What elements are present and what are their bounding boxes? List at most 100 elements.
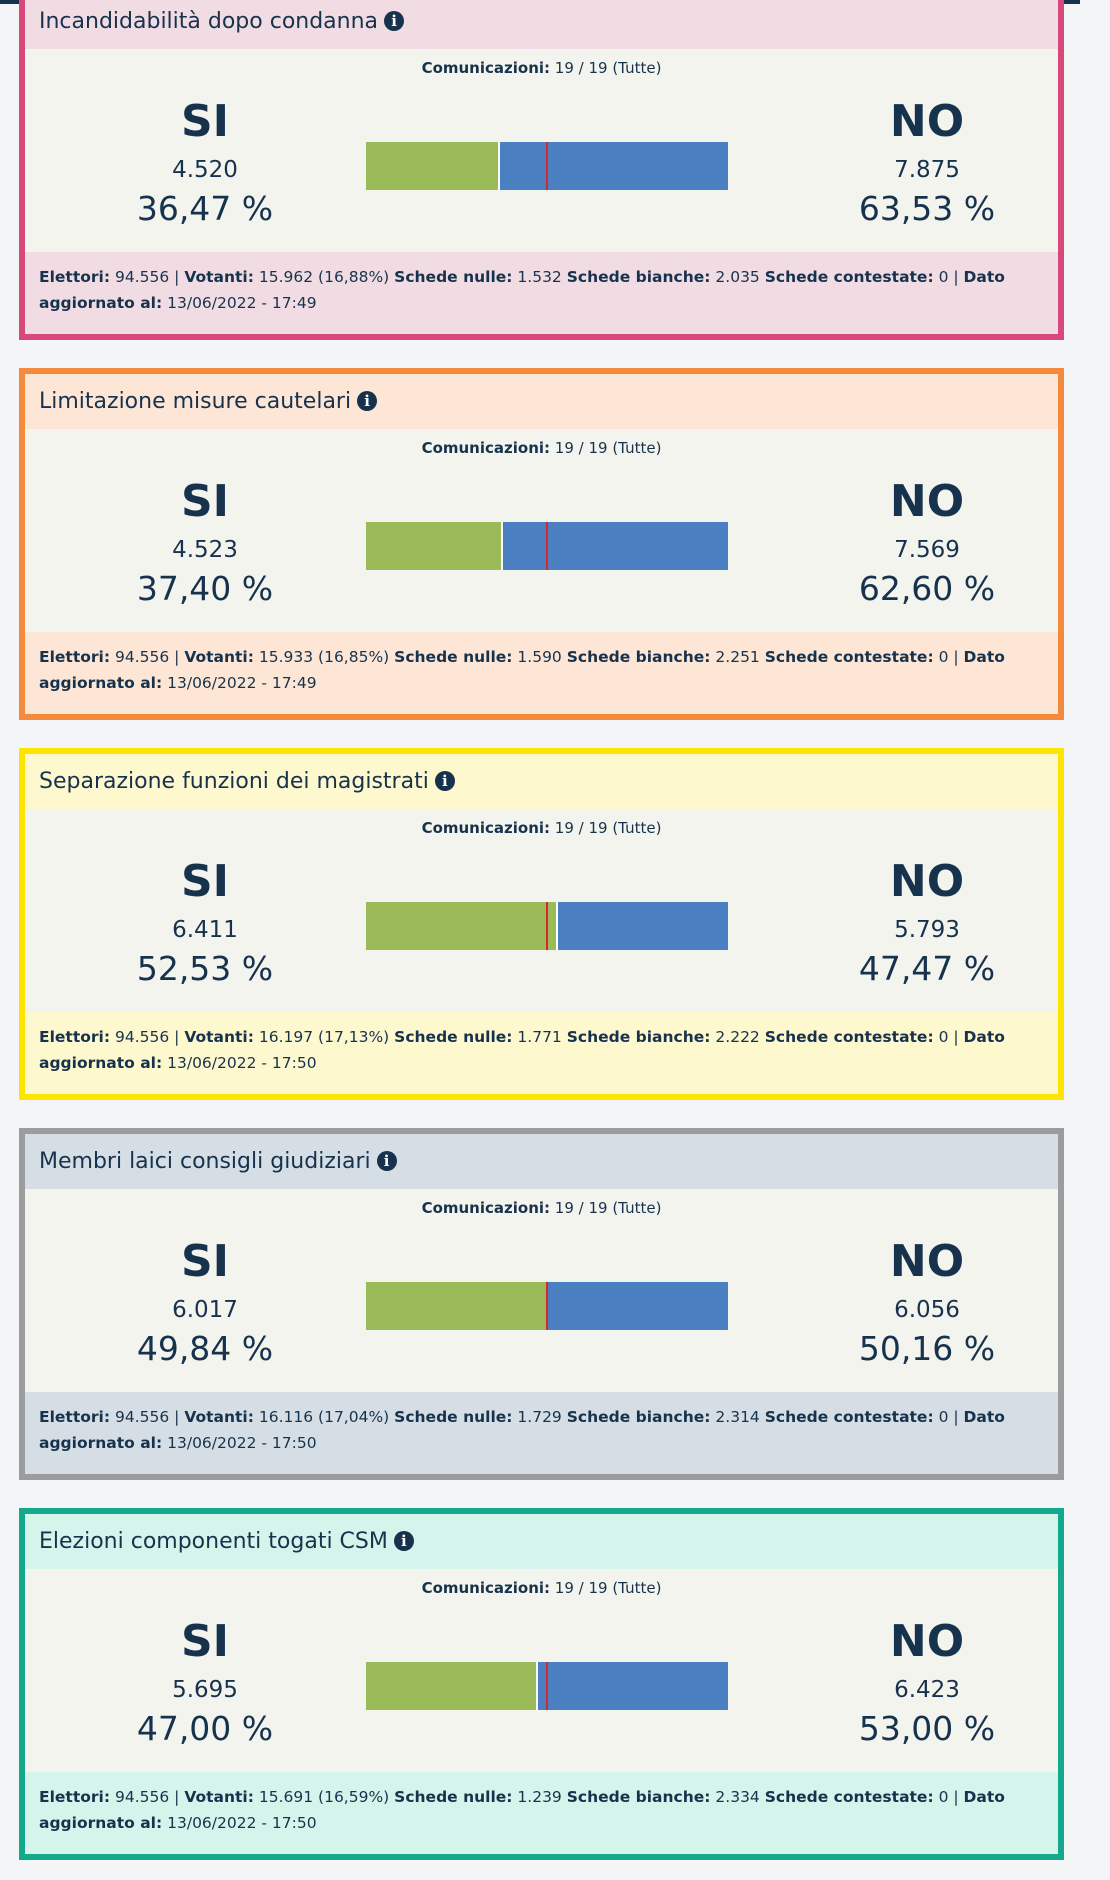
- no-segment: [536, 1662, 728, 1710]
- card-title: Limitazione misure cautelari: [39, 389, 352, 414]
- footer-label: Schede bianche:: [566, 1788, 711, 1806]
- no-percent: 62,60 %: [858, 569, 996, 608]
- yes-column: SI 5.695 47,00 %: [75, 1617, 335, 1749]
- footer-label: Elettori:: [39, 268, 111, 286]
- result-card: Elezioni componenti togati CSM i Comunicaz…: [19, 1508, 1064, 1860]
- info-icon[interactable]: i: [434, 771, 455, 791]
- card-title: Elezioni componenti togati CSM: [39, 1529, 388, 1554]
- no-label: NO: [889, 96, 965, 147]
- footer-value: 2.222: [715, 1028, 760, 1046]
- card-header: Elezioni componenti togati CSM i: [25, 1514, 1058, 1569]
- no-column: NO 6.423 53,00 %: [797, 1617, 1057, 1749]
- footer-value: 0 |: [938, 1408, 959, 1426]
- result-card: Limitazione misure cautelari i Comunicazio…: [19, 368, 1064, 720]
- footer-value: 94.556 |: [114, 1788, 180, 1806]
- no-percent: 63,53 %: [858, 189, 996, 228]
- communications-label: Comunicazioni:: [421, 59, 551, 77]
- footer-label: Votanti:: [184, 268, 254, 286]
- yes-segment: [366, 1282, 547, 1330]
- yes-percent: 36,47 %: [136, 189, 274, 228]
- card-header: Separazione funzioni dei magistrati i: [25, 754, 1058, 809]
- communications-label: Comunicazioni:: [421, 1579, 551, 1597]
- footer-value: 13/06/2022 - 17:50: [167, 1434, 317, 1452]
- no-label: NO: [889, 856, 965, 907]
- footer-value: 0 |: [938, 648, 959, 666]
- no-votes: 6.423: [894, 1677, 960, 1703]
- result-card: Incandidabilità dopo condanna i Comunicazi…: [19, 0, 1064, 340]
- footer-label: Dato aggiornato al:: [39, 1408, 1005, 1452]
- yes-votes: 4.523: [172, 537, 238, 563]
- footer-label: Schede contestate:: [764, 268, 934, 286]
- footer-label: Dato aggiornato al:: [39, 1788, 1005, 1832]
- no-percent: 47,47 %: [858, 949, 996, 988]
- card-footer: Elettori: 94.556 | Votanti: 15.962 (16,8…: [25, 252, 1058, 334]
- footer-value: 16.197 (17,13%): [258, 1028, 390, 1046]
- footer-value: 13/06/2022 - 17:49: [167, 294, 317, 312]
- footer-label: Schede contestate:: [764, 1788, 934, 1806]
- communications-value: 19 / 19 (Tutte): [554, 1199, 662, 1217]
- no-votes: 5.793: [894, 917, 960, 943]
- footer-label: Schede bianche:: [566, 1408, 711, 1426]
- card-footer: Elettori: 94.556 | Votanti: 16.116 (17,0…: [25, 1392, 1058, 1474]
- yes-label: SI: [180, 1616, 230, 1667]
- card-title: Incandidabilità dopo condanna: [39, 9, 379, 34]
- no-votes: 6.056: [894, 1297, 960, 1323]
- footer-label: Schede nulle:: [394, 268, 513, 286]
- footer-label: Elettori:: [39, 648, 111, 666]
- result-bar: [366, 1282, 728, 1330]
- card-title: Membri laici consigli giudiziari: [39, 1149, 371, 1174]
- footer-value: 1.729: [517, 1408, 562, 1426]
- card-header: Incandidabilità dopo condanna i: [25, 0, 1058, 49]
- communications-label: Comunicazioni:: [421, 1199, 551, 1217]
- communications-label: Comunicazioni:: [421, 819, 551, 837]
- yes-segment: [366, 142, 499, 190]
- info-icon[interactable]: i: [357, 391, 378, 411]
- yes-segment: [366, 522, 502, 570]
- yes-segment: [366, 1662, 537, 1710]
- yes-percent: 47,00 %: [136, 1709, 274, 1748]
- result-bar: [366, 142, 728, 190]
- yes-votes: 6.411: [172, 917, 238, 943]
- communications: Comunicazioni: 19 / 19 (Tutte): [25, 819, 1058, 837]
- footer-value: 13/06/2022 - 17:49: [167, 674, 317, 692]
- footer-value: 1.771: [517, 1028, 562, 1046]
- yes-column: SI 4.520 36,47 %: [75, 97, 335, 229]
- footer-label: Dato aggiornato al:: [39, 268, 1005, 312]
- yes-percent: 49,84 %: [136, 1329, 274, 1368]
- yes-label: SI: [180, 476, 230, 527]
- footer-label: Elettori:: [39, 1028, 111, 1046]
- footer-value: 15.962 (16,88%): [258, 268, 390, 286]
- footer-label: Dato aggiornato al:: [39, 1028, 1005, 1072]
- no-label: NO: [889, 1616, 965, 1667]
- result-bar: [366, 1662, 728, 1710]
- result-bar: [366, 522, 728, 570]
- no-label: NO: [889, 476, 965, 527]
- footer-value: 13/06/2022 - 17:50: [167, 1814, 317, 1832]
- no-percent: 53,00 %: [858, 1709, 996, 1748]
- communications-value: 19 / 19 (Tutte): [554, 819, 662, 837]
- info-icon[interactable]: i: [376, 1151, 397, 1171]
- footer-label: Votanti:: [184, 648, 254, 666]
- yes-percent: 37,40 %: [136, 569, 274, 608]
- info-icon[interactable]: i: [384, 11, 405, 31]
- footer-label: Schede nulle:: [394, 1028, 513, 1046]
- no-segment: [498, 142, 728, 190]
- footer-value: 2.251: [715, 648, 760, 666]
- yes-votes: 6.017: [172, 1297, 238, 1323]
- footer-value: 1.590: [517, 648, 562, 666]
- info-icon[interactable]: i: [393, 1531, 414, 1551]
- footer-value: 94.556 |: [114, 1408, 180, 1426]
- no-percent: 50,16 %: [858, 1329, 996, 1368]
- yes-label: SI: [180, 1236, 230, 1287]
- card-header: Membri laici consigli giudiziari i: [25, 1134, 1058, 1189]
- footer-value: 1.239: [517, 1788, 562, 1806]
- majority-line: [546, 1282, 548, 1330]
- footer-label: Schede nulle:: [394, 1408, 513, 1426]
- communications-value: 19 / 19 (Tutte): [554, 1579, 662, 1597]
- yes-label: SI: [180, 856, 230, 907]
- communications: Comunicazioni: 19 / 19 (Tutte): [25, 1199, 1058, 1217]
- footer-label: Votanti:: [184, 1788, 254, 1806]
- footer-value: 0 |: [938, 268, 959, 286]
- no-segment: [501, 522, 728, 570]
- footer-label: Schede nulle:: [394, 648, 513, 666]
